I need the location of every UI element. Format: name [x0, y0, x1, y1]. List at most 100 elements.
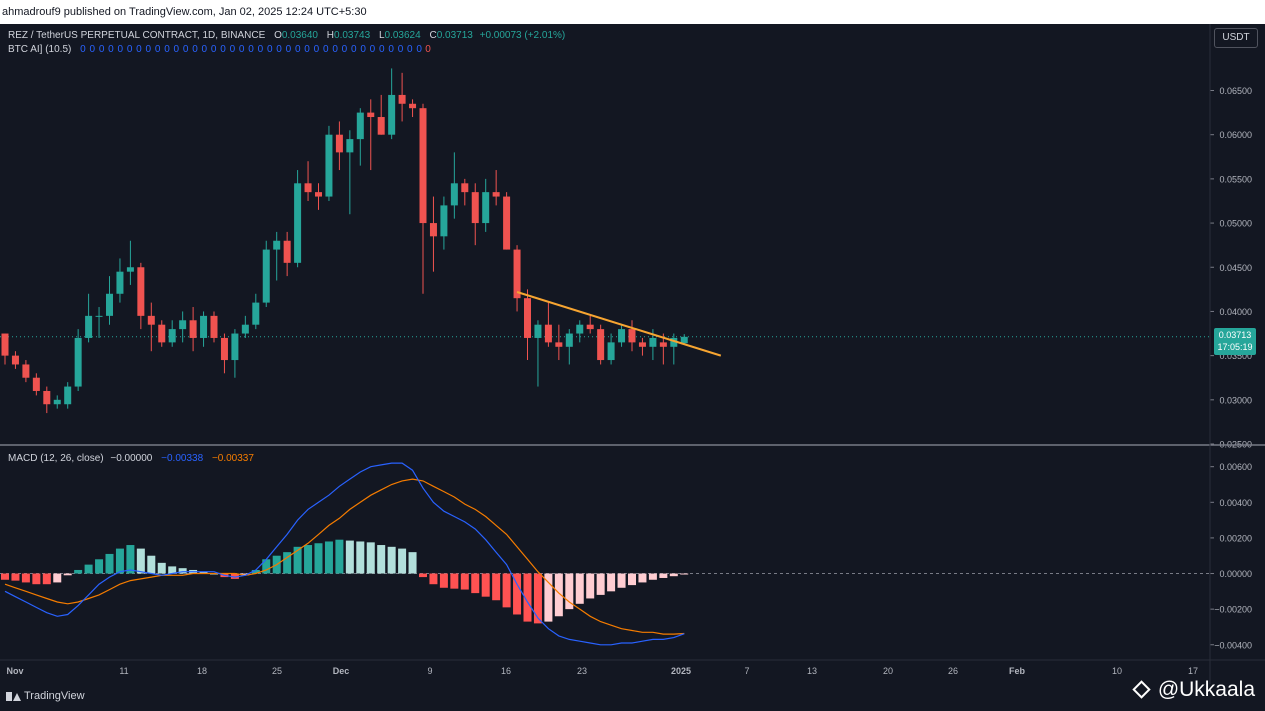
macd-histogram-bar [42, 573, 51, 585]
candle-body [200, 315, 208, 338]
macd-legend: MACD (12, 26, close) −0.00000 −0.00338 −… [8, 453, 254, 464]
macd-histogram-bar [95, 559, 104, 574]
macd-histogram-bar [439, 573, 448, 588]
candle-body [586, 324, 594, 330]
candle-body [388, 94, 396, 135]
macd-histogram-bar [513, 573, 522, 615]
tradingview-logo[interactable]: TradingView [6, 690, 85, 702]
macd-tick-label: 0.00400 [1219, 498, 1252, 508]
price-tick-label: 0.06500 [1219, 86, 1252, 96]
macd-histogram-bar [544, 573, 553, 622]
macd-line [4, 462, 685, 646]
time-tick-label: 7 [744, 666, 749, 676]
indicator-legend: BTC AI] (10.5) 0 0 0 0 0 0 0 0 0 0 0 0 0… [8, 44, 431, 55]
macd-histogram-bar [168, 566, 177, 574]
candle-body [659, 342, 667, 347]
candle-body [450, 183, 458, 206]
price-legend: REZ / TetherUS PERPETUAL CONTRACT, 1D, B… [8, 30, 565, 41]
time-tick-label: 16 [501, 666, 511, 676]
candle-body [137, 267, 145, 316]
open-value: 0.03640 [281, 30, 318, 41]
candle-body [513, 249, 521, 299]
candle-body [356, 112, 364, 140]
chart-area[interactable]: 0.06500 0.06000 0.05500 0.05000 0.04500 0.040… [0, 24, 1265, 684]
candle-body [220, 337, 228, 361]
candle-body [576, 324, 584, 334]
macd-histogram-bar [481, 573, 490, 597]
close-label: C [429, 30, 437, 41]
candle-body [1, 333, 9, 356]
macd-histogram-bar [105, 553, 114, 574]
macd-signal-value: −0.00337 [211, 453, 254, 464]
resistance-trendline [516, 291, 722, 357]
footer: TradingView [0, 684, 1265, 711]
candle-body [607, 342, 615, 361]
macd-tick-label: −0.00400 [1214, 640, 1252, 650]
candle-body [262, 249, 270, 303]
time-tick-label: 2025 [671, 666, 691, 676]
macd-histogram-bar [115, 548, 124, 574]
candle-body [43, 390, 51, 405]
macd-histogram-bar [21, 573, 30, 583]
macd-histogram-bar [669, 573, 678, 577]
macd-histogram-bar [377, 545, 386, 574]
symbol-title: REZ / TetherUS PERPETUAL CONTRACT, 1D, B… [8, 30, 266, 41]
open-label: O [274, 30, 282, 41]
candle-body [440, 205, 448, 237]
price-tick-label: 0.05500 [1219, 174, 1252, 184]
macd-histogram-bar [628, 573, 636, 586]
time-tick-label: 25 [272, 666, 282, 676]
low-value: 0.03624 [384, 30, 421, 41]
macd-histogram-bar [293, 546, 302, 574]
macd-histogram-bar [251, 569, 260, 574]
candle-body [126, 267, 134, 272]
candle-body [544, 324, 552, 343]
candle-body [680, 336, 688, 344]
macd-histogram-bar [366, 542, 375, 574]
last-price-badge: 0.03713 17:05:19 [1214, 328, 1256, 355]
candle-body [492, 192, 500, 197]
time-tick-label: 11 [119, 666, 128, 676]
candle-body [168, 329, 176, 343]
time-axis: Nov 11 18 25 Dec 9 16 23 2025 7 13 20 26 Feb 10 17 [6, 666, 1198, 676]
macd-histogram-bar [533, 573, 542, 624]
candle-body [85, 315, 93, 338]
macd-histogram-bar [241, 573, 250, 576]
macd-histogram-bar [74, 569, 83, 574]
candle-body [11, 355, 19, 365]
macd-histogram-bar [492, 573, 501, 601]
macd-histogram-bar [607, 573, 616, 592]
candle-body [294, 183, 302, 263]
candle-body [555, 342, 563, 347]
high-label: H [326, 30, 335, 41]
macd-histogram-bar [575, 573, 584, 604]
candle-body [95, 315, 103, 317]
candle-body [471, 192, 479, 224]
candle-body [106, 293, 113, 316]
currency-button[interactable]: USDT [1214, 28, 1258, 48]
macd-pane: 0.00600 0.00400 0.00200 0.00000 −0.00200 −0.0… [0, 462, 1252, 650]
candle-body [649, 337, 657, 347]
macd-line-value: −0.00338 [161, 453, 204, 464]
macd-histogram-bar [387, 546, 396, 574]
candle-body [398, 94, 406, 104]
candle-body [524, 298, 531, 338]
candle-body [179, 320, 187, 330]
macd-histogram-bar [157, 562, 166, 574]
low-label: L [378, 30, 385, 41]
chart-canvas[interactable]: 0.06500 0.06000 0.05500 0.05000 0.04500 0.040… [0, 24, 1265, 684]
candle-body [419, 108, 427, 224]
indicator-last: 0 [425, 44, 431, 55]
signal-line [4, 478, 685, 635]
macd-hist-value: −0.00000 [110, 453, 153, 464]
candle-body [377, 117, 385, 135]
macd-histogram-bar [335, 539, 344, 574]
macd-histogram-bar [586, 573, 595, 599]
candle-body [429, 223, 437, 237]
candle-body [597, 329, 605, 361]
macd-label: MACD (12, 26, close) [8, 453, 104, 464]
candle-body [64, 386, 72, 405]
candle-body [503, 196, 511, 250]
macd-histogram-bar [262, 559, 271, 574]
macd-histogram-bar [680, 573, 689, 575]
